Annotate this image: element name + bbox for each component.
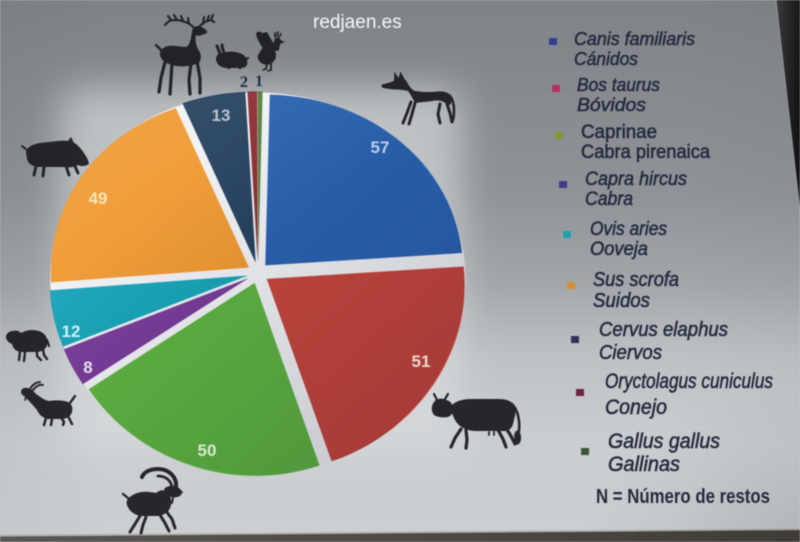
- svg-text:redjaen.es: redjaen.es: [313, 12, 402, 33]
- svg-text:12: 12: [62, 322, 81, 341]
- svg-text:2: 2: [240, 74, 248, 91]
- svg-text:Cabra: Cabra: [585, 188, 633, 210]
- svg-text:Bos taurus: Bos taurus: [577, 74, 660, 95]
- svg-text:57: 57: [371, 138, 390, 157]
- svg-text:Suidos: Suidos: [593, 290, 650, 312]
- svg-text:Gallus gallus: Gallus gallus: [608, 429, 720, 453]
- svg-text:13: 13: [212, 106, 231, 125]
- svg-text:49: 49: [89, 189, 108, 208]
- svg-text:Cervus elaphus: Cervus elaphus: [599, 318, 728, 341]
- svg-text:Ovis aries: Ovis aries: [590, 218, 667, 240]
- svg-text:1: 1: [255, 73, 263, 90]
- svg-text:Cabra pirenaica: Cabra pirenaica: [581, 142, 710, 163]
- svg-text:Caprinae: Caprinae: [581, 122, 657, 143]
- svg-text:Capra hircus: Capra hircus: [585, 168, 687, 190]
- svg-text:Conejo: Conejo: [605, 396, 667, 419]
- svg-text:N = Número de restos: N = Número de restos: [596, 486, 770, 508]
- svg-text:Sus scrofa: Sus scrofa: [593, 269, 679, 291]
- svg-text:Canis familiaris: Canis familiaris: [574, 29, 695, 49]
- svg-text:51: 51: [412, 352, 431, 371]
- svg-text:50: 50: [198, 441, 217, 460]
- svg-text:Bóvidos: Bóvidos: [577, 94, 646, 115]
- svg-text:Cánidos: Cánidos: [574, 49, 638, 69]
- svg-text:Oryctolagus cuniculus: Oryctolagus cuniculus: [605, 370, 773, 393]
- svg-text:Gallinas: Gallinas: [608, 452, 680, 476]
- svg-text:Ciervos: Ciervos: [599, 341, 662, 364]
- svg-text:Ooveja: Ooveja: [590, 238, 648, 260]
- svg-text:8: 8: [83, 358, 92, 377]
